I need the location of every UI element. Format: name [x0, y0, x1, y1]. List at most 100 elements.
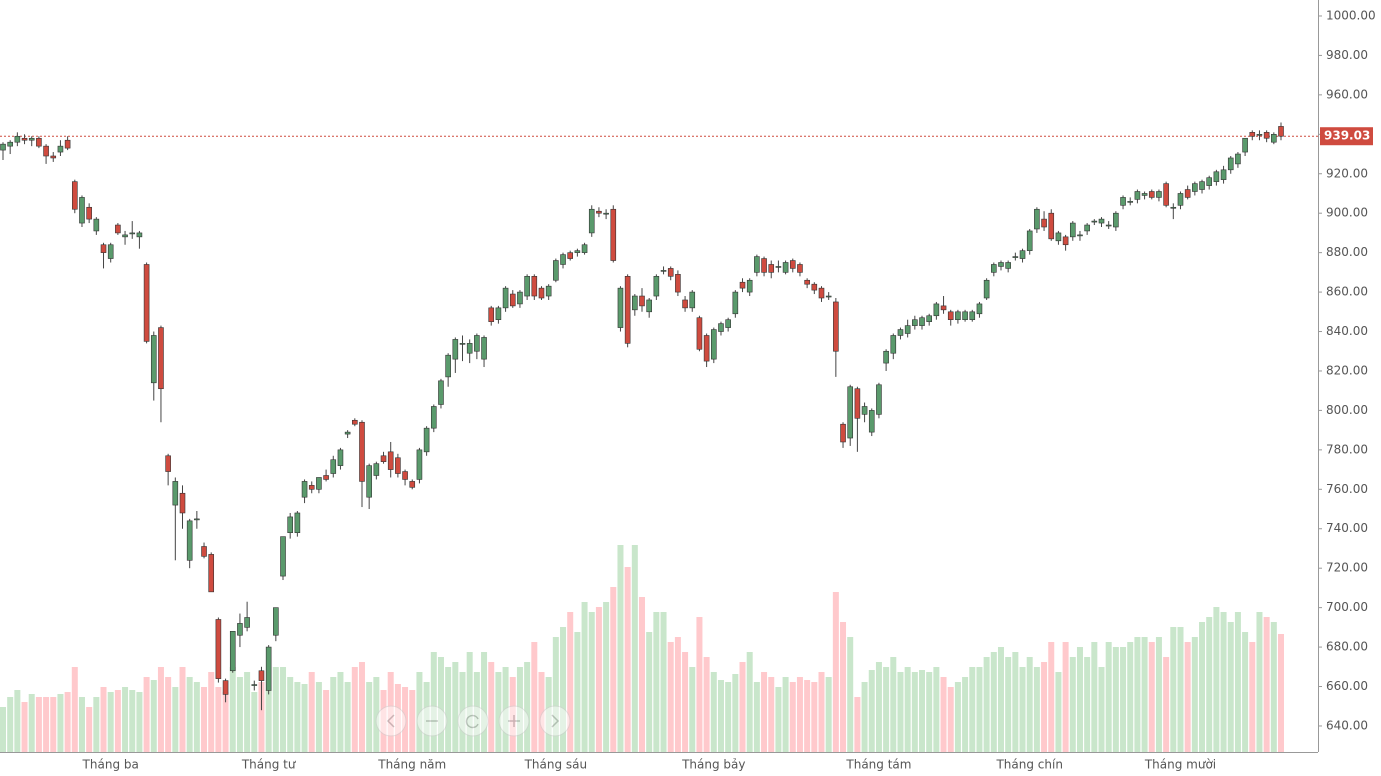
candle-body	[596, 210, 602, 214]
zoom-out-button[interactable]	[416, 705, 448, 737]
candle-body	[395, 457, 401, 474]
volume-bar	[990, 652, 997, 752]
candle-body	[229, 631, 236, 672]
volume-bar	[14, 690, 21, 752]
volume-bar	[653, 612, 660, 752]
candle-body	[344, 431, 351, 435]
y-tick-label: 660.00	[1326, 679, 1368, 693]
volume-bar	[552, 637, 559, 752]
volume-bar	[409, 690, 416, 752]
volume-bar	[236, 677, 243, 752]
volume-bar	[1256, 612, 1263, 752]
candle-body	[265, 646, 272, 691]
volume-bar	[358, 662, 365, 752]
candle-body	[136, 232, 143, 238]
candle-body	[897, 329, 904, 336]
volume-bar	[983, 657, 990, 752]
volume-bar	[560, 627, 567, 752]
volume-bar	[624, 567, 631, 752]
volume-bar	[1242, 632, 1249, 752]
volume-bar	[753, 682, 760, 752]
candle-body	[1069, 222, 1076, 238]
volume-bar	[667, 642, 674, 752]
candle-body	[761, 258, 767, 273]
candle-body	[28, 137, 35, 141]
volume-bar	[588, 612, 595, 752]
candle-body	[1163, 183, 1169, 206]
candle-body	[301, 481, 308, 498]
volume-bar	[64, 692, 71, 752]
volume-bar	[1263, 617, 1270, 752]
candle-body	[7, 141, 13, 147]
candle-body	[143, 264, 150, 342]
volume-bar	[172, 687, 179, 752]
candle-body	[14, 135, 21, 143]
x-tick-label: Tháng bảy	[681, 758, 745, 772]
candle-body	[1192, 183, 1198, 192]
candle-body	[969, 311, 976, 320]
scroll-left-button[interactable]	[375, 705, 407, 737]
volume-bar	[136, 692, 143, 752]
candle-body	[1263, 132, 1270, 139]
scroll-right-button[interactable]	[539, 705, 571, 737]
candle-body	[682, 299, 688, 309]
candle-body	[179, 492, 186, 514]
candle-body	[71, 181, 78, 210]
zoom-in-button[interactable]	[498, 705, 530, 737]
candle-body	[1077, 234, 1083, 237]
candle-body	[287, 516, 293, 533]
volume-bar	[452, 662, 459, 752]
candle-body	[1041, 218, 1047, 228]
volume-bar	[567, 612, 574, 752]
candle-body	[308, 485, 315, 490]
candle-body	[172, 481, 179, 506]
candle-body	[488, 307, 495, 322]
candle-body	[150, 335, 157, 384]
candle-body	[754, 256, 760, 273]
candle-body	[710, 329, 717, 360]
volume-bar	[617, 545, 624, 752]
volume-bar	[1127, 642, 1134, 752]
volume-bar	[926, 672, 933, 752]
volume-bar	[897, 672, 904, 752]
volume-bar	[244, 672, 251, 752]
volume-bar	[538, 672, 545, 752]
volume-bar	[1270, 622, 1277, 752]
candle-body	[294, 512, 301, 533]
candle-body	[553, 260, 559, 281]
volume-bar	[1112, 647, 1119, 752]
candle-body	[632, 295, 638, 311]
candle-body	[1062, 236, 1069, 246]
candle-layer	[0, 122, 1284, 711]
volume-bar	[265, 690, 272, 752]
volume-bar	[717, 680, 724, 752]
candle-body	[373, 463, 380, 476]
volume-bar	[854, 697, 861, 752]
candle-body	[359, 421, 365, 482]
volume-bar	[1213, 607, 1220, 752]
candle-body	[1213, 171, 1220, 182]
navigation	[375, 705, 571, 737]
volume-bar	[157, 667, 164, 752]
volume-bar	[595, 607, 602, 752]
y-tick-label: 700.00	[1326, 600, 1368, 614]
candle-body	[739, 281, 746, 289]
volume-bar	[682, 652, 689, 752]
volume-bar	[294, 682, 301, 752]
candle-body	[675, 274, 681, 293]
candle-body	[466, 343, 473, 354]
candle-body	[1005, 262, 1011, 269]
reset-button[interactable]	[457, 705, 489, 737]
candle-body	[617, 287, 624, 328]
candle-body	[667, 268, 674, 277]
volume-bar	[1191, 637, 1198, 752]
candle-body	[237, 623, 243, 636]
volume-bar	[143, 677, 150, 752]
candle-body	[50, 155, 57, 159]
candle-body	[445, 354, 451, 378]
volume-bar	[1005, 657, 1012, 752]
candle-body	[1012, 256, 1019, 258]
y-tick-label: 640.00	[1326, 718, 1368, 732]
volume-bar	[1048, 642, 1055, 752]
candle-body	[1156, 191, 1162, 198]
